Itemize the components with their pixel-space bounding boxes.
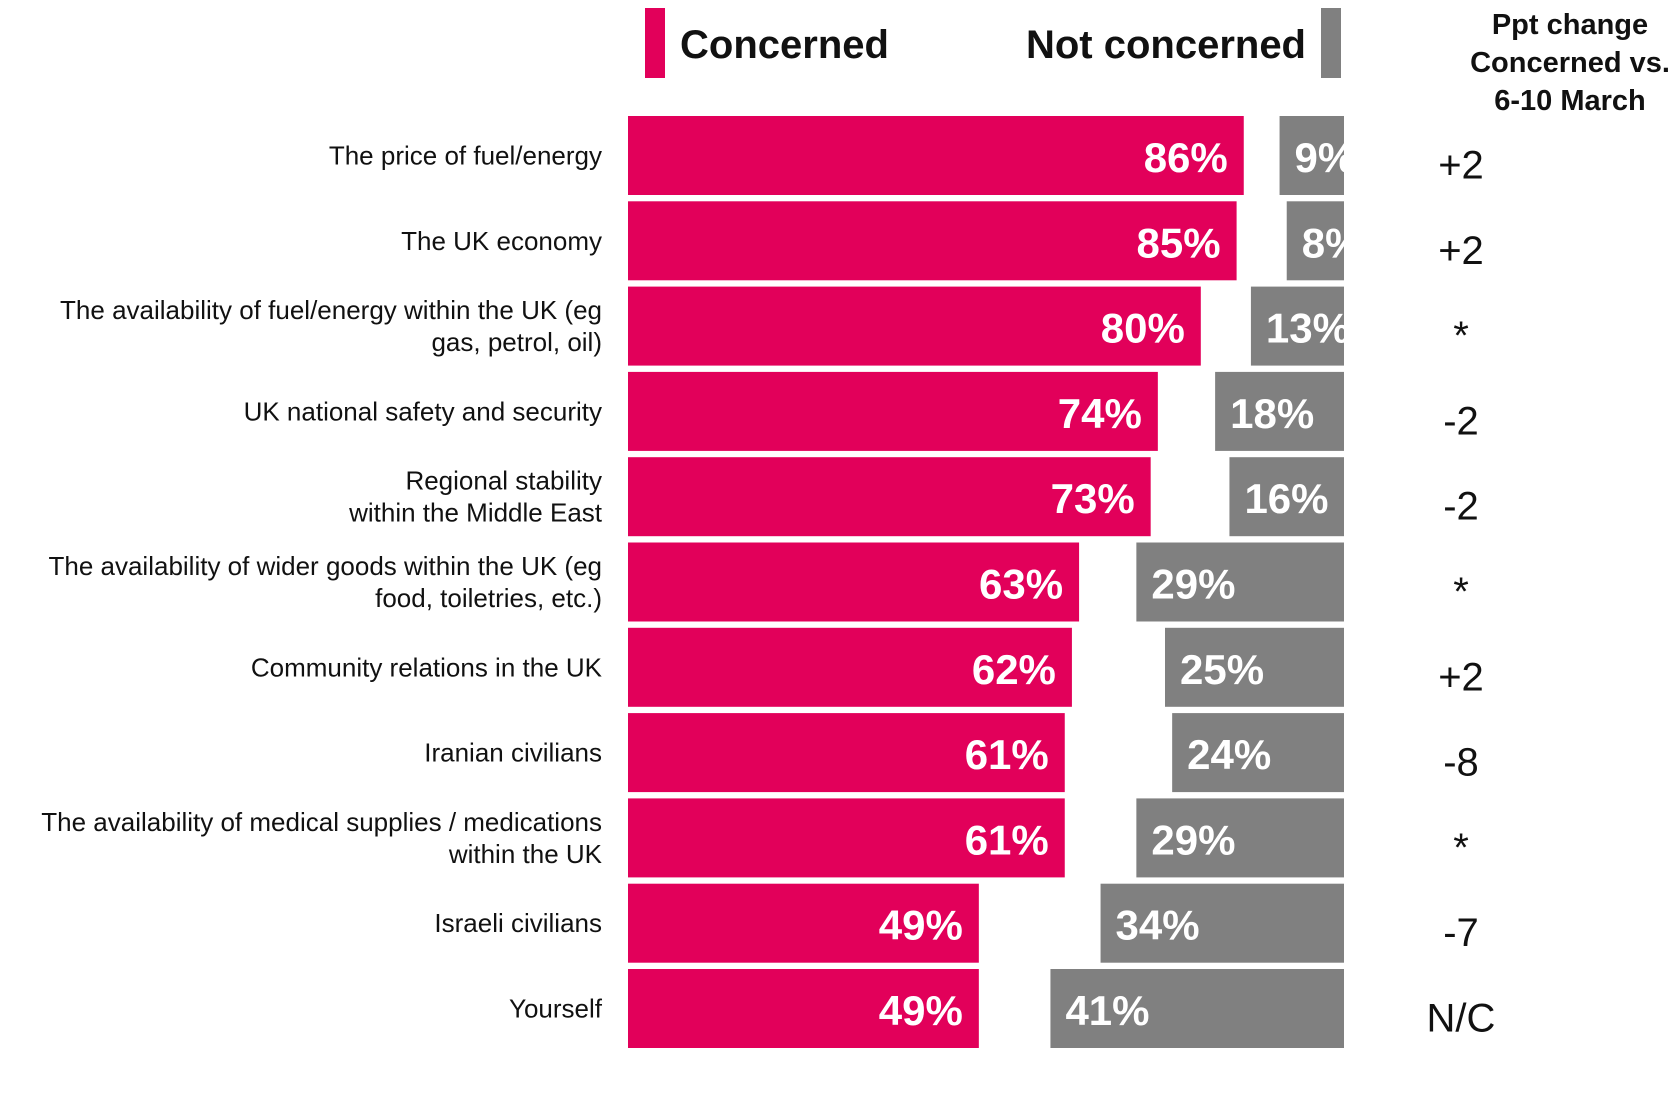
concerned-bar — [628, 542, 1080, 622]
category-label: The price of fuel/energy — [329, 141, 602, 171]
ppt-change-value: +2 — [1438, 229, 1484, 273]
not-concerned-value-label: 18% — [1230, 390, 1314, 437]
category-label: Regional stability — [405, 466, 602, 496]
concerned-bar — [628, 116, 1244, 195]
legend-swatch-concerned — [645, 8, 665, 78]
not-concerned-value-label: 25% — [1180, 646, 1264, 693]
concerned-bar — [628, 201, 1237, 281]
concerned-value-label: 86% — [1144, 134, 1228, 181]
not-concerned-value-label: 13% — [1266, 305, 1350, 352]
ppt-change-value: * — [1453, 826, 1469, 870]
change-header-line-2: Concerned vs. — [1470, 47, 1670, 79]
concerned-bar — [628, 286, 1201, 366]
category-label: Iranian civilians — [424, 738, 602, 768]
category-label: gas, petrol, oil) — [431, 327, 602, 357]
category-label: UK national safety and security — [244, 396, 602, 426]
category-label: Yourself — [509, 994, 603, 1024]
concerned-value-label: 74% — [1058, 390, 1142, 437]
concerned-bar — [628, 798, 1065, 878]
not-concerned-value-label: 8% — [1302, 219, 1363, 266]
ppt-change-value: +2 — [1438, 144, 1484, 188]
concerned-value-label: 73% — [1051, 475, 1135, 522]
category-label: within the UK — [448, 839, 603, 869]
not-concerned-bar — [1229, 457, 1344, 537]
legend-label-not-concerned: Not concerned — [1025, 23, 1306, 67]
change-column-header: Ppt change Concerned vs. 6-10 March — [1430, 6, 1678, 120]
ppt-change-value: -7 — [1443, 911, 1479, 955]
category-label: The UK economy — [401, 226, 602, 256]
legend-swatch-not-concerned — [1321, 8, 1341, 78]
not-concerned-bar — [1136, 798, 1344, 878]
concerned-value-label: 49% — [879, 987, 963, 1034]
not-concerned-bar — [1100, 883, 1344, 963]
legend-label-concerned: Concerned — [680, 23, 889, 67]
ppt-change-value: * — [1453, 570, 1469, 614]
not-concerned-bar — [1165, 627, 1344, 707]
change-header-line-1: Ppt change — [1491, 9, 1649, 41]
concerned-value-label: 63% — [979, 561, 1063, 608]
not-concerned-value-label: 9% — [1295, 134, 1356, 181]
category-label: The availability of medical supplies / m… — [41, 807, 602, 837]
concerned-bar — [628, 883, 979, 963]
concerned-value-label: 61% — [965, 731, 1049, 778]
not-concerned-bar — [1172, 713, 1344, 793]
not-concerned-bar — [1215, 371, 1344, 451]
not-concerned-value-label: 34% — [1116, 902, 1200, 949]
concerned-value-label: 49% — [879, 902, 963, 949]
concerned-value-label: 61% — [965, 816, 1049, 863]
not-concerned-bar — [1279, 116, 1344, 195]
ppt-change-value: -2 — [1443, 399, 1479, 443]
not-concerned-value-label: 16% — [1244, 475, 1328, 522]
ppt-change-value: * — [1453, 314, 1469, 358]
concerned-value-label: 62% — [972, 646, 1056, 693]
not-concerned-bar — [1250, 286, 1344, 366]
concerned-bar — [628, 713, 1065, 793]
category-label: The availability of fuel/energy within t… — [60, 295, 602, 325]
concerned-value-label: 80% — [1101, 305, 1185, 352]
change-header-line-3: 6-10 March — [1494, 85, 1646, 117]
not-concerned-value-label: 41% — [1065, 987, 1149, 1034]
category-label: Community relations in the UK — [251, 652, 603, 682]
ppt-change-value: +2 — [1438, 655, 1484, 699]
concerned-bar — [628, 457, 1151, 537]
concerned-value-label: 85% — [1137, 219, 1221, 266]
ppt-change-value: N/C — [1427, 997, 1496, 1041]
not-concerned-value-label: 29% — [1151, 561, 1235, 608]
not-concerned-bar — [1286, 201, 1344, 281]
not-concerned-value-label: 29% — [1151, 816, 1235, 863]
not-concerned-bar — [1050, 969, 1344, 1048]
not-concerned-bar — [1136, 542, 1344, 622]
ppt-change-value: -2 — [1443, 485, 1479, 529]
category-label: Israeli civilians — [434, 908, 602, 938]
concerned-bar — [628, 969, 979, 1048]
ppt-change-value: -8 — [1443, 741, 1479, 785]
category-label: The availability of wider goods within t… — [48, 551, 602, 581]
concerned-bar — [628, 627, 1072, 707]
concerned-bar — [628, 371, 1158, 451]
category-label: food, toiletries, etc.) — [375, 583, 602, 613]
category-label: within the Middle East — [348, 498, 603, 528]
not-concerned-value-label: 24% — [1187, 731, 1271, 778]
